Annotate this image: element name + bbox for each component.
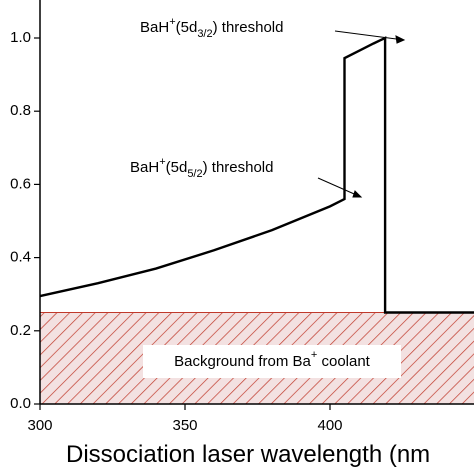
x-tick-label: 400	[317, 417, 342, 434]
subscript: 5/2	[187, 168, 202, 180]
arrows	[317, 30, 406, 198]
text-part: Background from Ba	[174, 353, 311, 370]
text-part: ) threshold	[213, 19, 284, 36]
y-tick-label: 0.4	[10, 249, 31, 266]
text-part: (5d	[166, 159, 188, 176]
x-tick-label: 300	[27, 417, 52, 434]
y-tick-label: 0.6	[10, 175, 31, 192]
text-part: coolant	[317, 353, 370, 370]
x-tick-label: 350	[172, 417, 197, 434]
y-tick-label: 1.0	[10, 29, 31, 46]
text-part: BaH	[140, 19, 169, 36]
annotation: BaH+(5d5/2) threshold	[130, 156, 273, 180]
background-label: Background from Ba+ coolant	[174, 349, 371, 370]
y-tick-label: 0.2	[10, 322, 31, 339]
text-part: (5d	[176, 19, 198, 36]
text-part: ) threshold	[203, 159, 274, 176]
y-tick-label: 0.8	[10, 102, 31, 119]
subscript: 3/2	[197, 28, 212, 40]
x-axis-label: Dissociation laser wavelength (nm	[66, 441, 430, 468]
superscript: +	[169, 16, 175, 28]
superscript: +	[159, 156, 165, 168]
y-tick-label: 0.0	[10, 395, 31, 412]
annotation: BaH+(5d3/2) threshold	[140, 16, 283, 40]
superscript: +	[311, 349, 317, 361]
text-part: BaH	[130, 159, 159, 176]
label-box	[143, 345, 401, 378]
